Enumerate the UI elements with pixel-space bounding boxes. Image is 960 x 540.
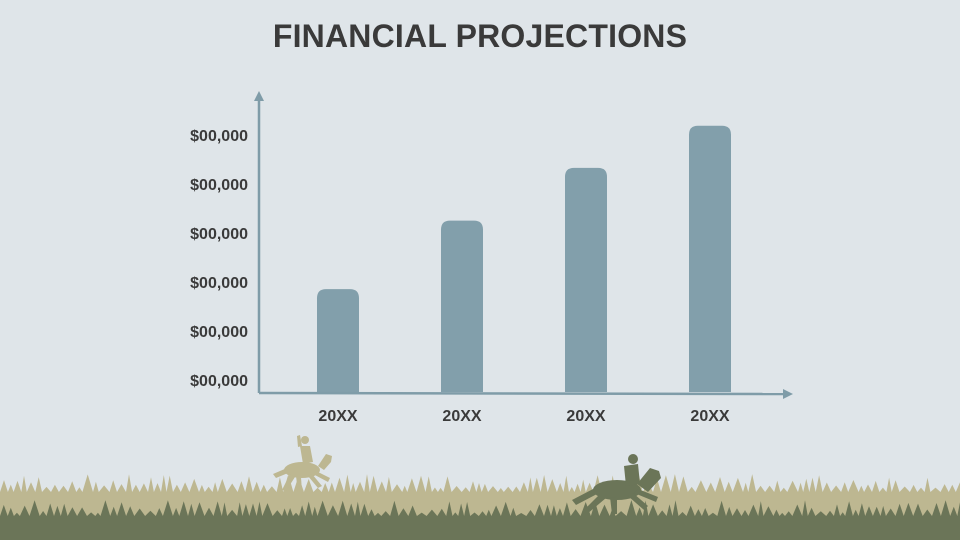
y-axis-arrow (254, 91, 264, 101)
y-tick-label: $00,000 (190, 226, 248, 243)
bars (317, 125, 731, 393)
x-tick-label: 20XX (690, 408, 729, 425)
grass-blades (0, 500, 960, 540)
bar (689, 125, 731, 393)
x-tick-label: 20XX (318, 408, 357, 425)
x-tick-label: 20XX (442, 408, 481, 425)
grass-front (0, 500, 960, 540)
x-axis-ticks: 20XX 20XX 20XX 20XX (318, 408, 729, 425)
y-tick-label: $00,000 (190, 373, 248, 390)
y-tick-label: $00,000 (190, 177, 248, 194)
bar (441, 220, 483, 392)
y-tick-label: $00,000 (190, 324, 248, 341)
slide-title: FINANCIAL PROJECTIONS (272, 18, 688, 54)
x-axis-line (258, 391, 787, 396)
horse-rider-large-icon (572, 454, 661, 514)
y-tick-label: $00,000 (190, 275, 248, 292)
horse-rider-small-icon (273, 435, 332, 492)
x-tick-label: 20XX (566, 408, 605, 425)
axes (254, 91, 793, 399)
x-axis-arrow (783, 389, 793, 399)
y-tick-label: $00,000 (190, 128, 248, 145)
y-axis-ticks: $00,000 $00,000 $00,000 $00,000 $00,000 $00,0… (190, 128, 248, 390)
bar (565, 167, 607, 392)
bar (317, 289, 359, 392)
